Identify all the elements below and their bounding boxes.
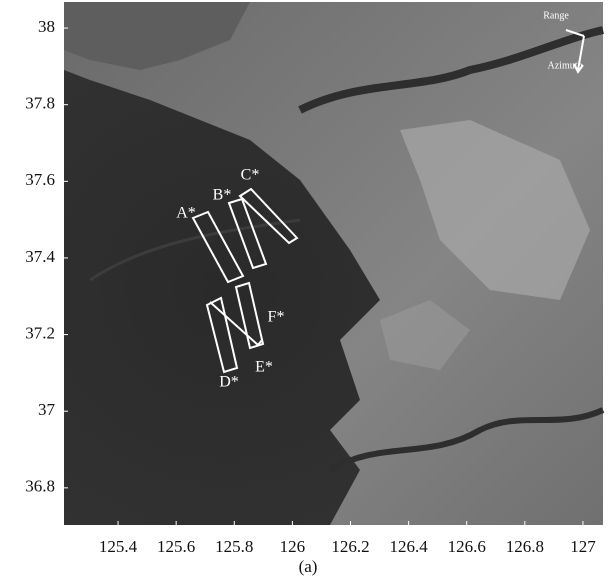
- sar-image: [64, 2, 603, 525]
- page: Range Azimuth (a) 125.4 125.6 125.8 126 126.…: [0, 0, 616, 576]
- region-label: A*: [176, 205, 196, 222]
- region-label: F*: [268, 309, 285, 326]
- figure: Range Azimuth (a) 125.4 125.6 125.8 126 126.…: [0, 0, 616, 576]
- x-tick-label: 127: [570, 537, 596, 556]
- compass-azimuth: Azimuth: [548, 60, 583, 71]
- y-tick-label: 37.2: [25, 323, 55, 342]
- region-label: D*: [219, 374, 239, 391]
- compass-range: Range: [543, 10, 569, 21]
- x-tick-label: 126: [280, 537, 306, 556]
- x-tick-label: 126.6: [448, 537, 486, 556]
- x-tick-label: 126.8: [506, 537, 544, 556]
- y-tick-label: 37.8: [25, 94, 55, 113]
- x-tick-label: 126.4: [389, 537, 428, 556]
- region-label: C*: [241, 167, 260, 184]
- caption: (a): [299, 557, 318, 576]
- x-tick-label: 125.8: [215, 537, 253, 556]
- y-tick-label: 37: [38, 400, 56, 419]
- y-tick-label: 38: [38, 17, 55, 36]
- x-tick-label: 125.6: [157, 537, 195, 556]
- region-label: E*: [255, 359, 273, 376]
- x-tick-label: 126.2: [331, 537, 369, 556]
- region-label: B*: [213, 187, 232, 204]
- y-tick-label: 36.8: [25, 477, 55, 496]
- y-tick-label: 37.4: [25, 247, 55, 266]
- y-tick-label: 37.6: [25, 170, 55, 189]
- x-tick-label: 125.4: [99, 537, 138, 556]
